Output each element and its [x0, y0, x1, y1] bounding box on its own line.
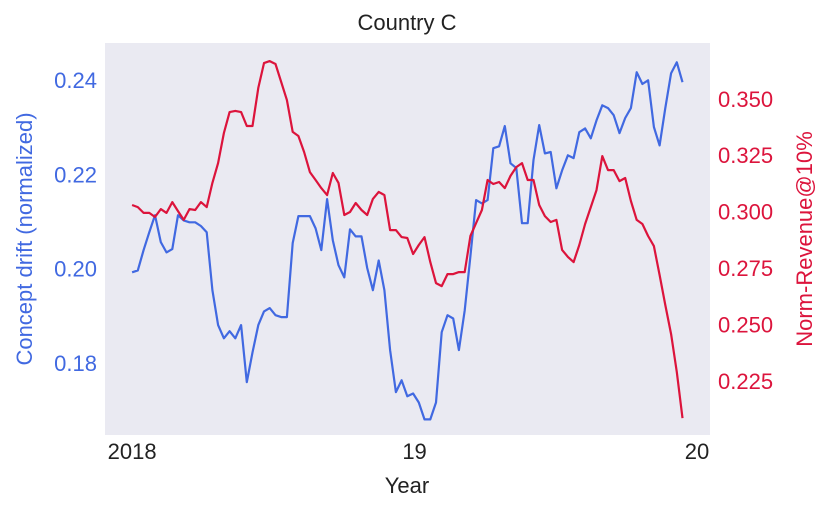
- x-tick-label: 20: [685, 439, 709, 464]
- y-tick-label: 0.24: [54, 68, 97, 93]
- chart-title: Country C: [357, 10, 456, 35]
- x-axis-label: Year: [385, 473, 429, 498]
- x-tick-label: 2018: [108, 439, 157, 464]
- y-tick-label: 0.22: [54, 162, 97, 187]
- y2-tick-label: 0.225: [718, 369, 773, 394]
- y2-tick-label: 0.250: [718, 312, 773, 337]
- y2-tick-label: 0.325: [718, 143, 773, 168]
- y-tick-label: 0.18: [54, 351, 97, 376]
- data-line: [131, 61, 684, 421]
- x-tick-label: 19: [402, 439, 426, 464]
- y-tick-label: 0.20: [54, 257, 97, 282]
- y2-axis-label: Norm-Revenue@10%: [792, 131, 817, 347]
- data-line: [131, 59, 684, 419]
- y2-tick-label: 0.350: [718, 87, 773, 112]
- y2-tick-label: 0.275: [718, 256, 773, 281]
- y-axis-label: Concept drift (normalized): [12, 112, 37, 365]
- y2-tick-label: 0.300: [718, 200, 773, 225]
